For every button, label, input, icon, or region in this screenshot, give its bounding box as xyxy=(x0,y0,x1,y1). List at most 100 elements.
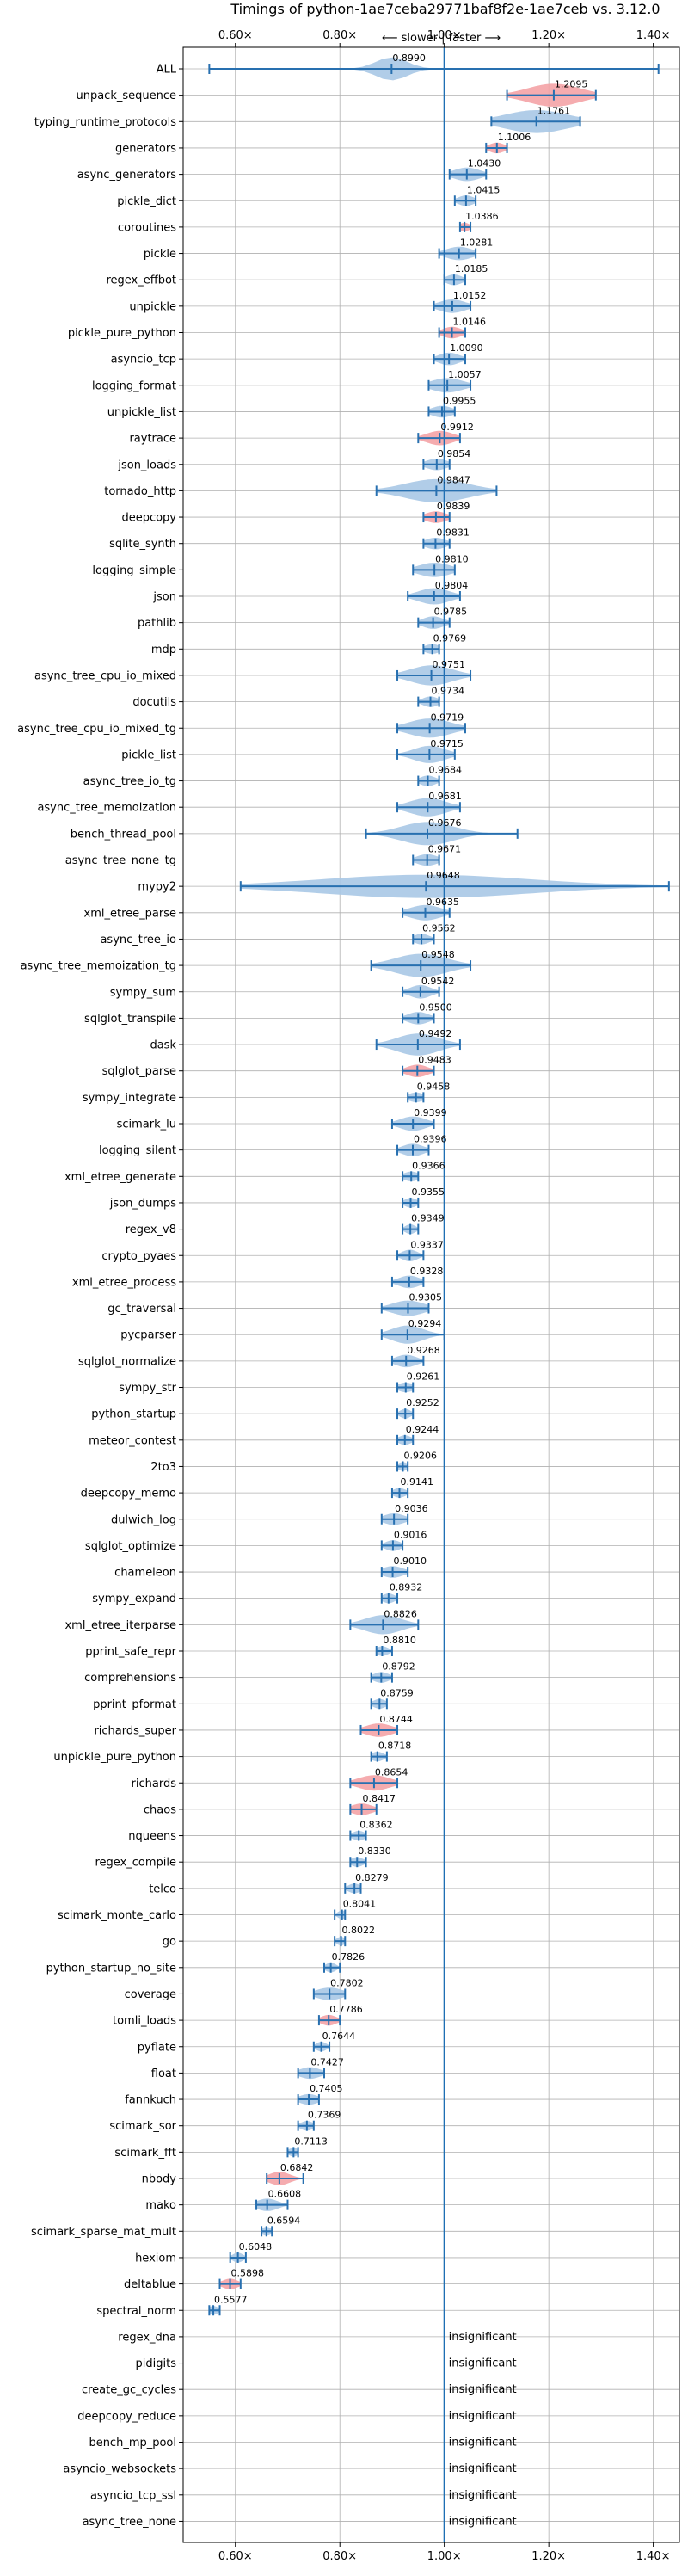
x-tick-label-bottom: 1.00× xyxy=(427,2550,462,2563)
benchmark-label: pickle_list xyxy=(121,749,176,761)
value-label: 0.6842 xyxy=(280,2162,314,2173)
value-label: 0.9542 xyxy=(421,976,454,987)
value-label: 0.9831 xyxy=(436,527,470,539)
benchmark-label: deepcopy xyxy=(121,512,176,525)
value-label: 1.0146 xyxy=(453,317,487,328)
value-label: 0.9648 xyxy=(427,870,459,881)
value-label: 0.7826 xyxy=(332,1951,366,1963)
value-label: 0.9671 xyxy=(428,844,462,855)
benchmark-label: bench_mp_pool xyxy=(89,2437,176,2450)
value-label: 0.9734 xyxy=(432,686,465,697)
value-label: 0.9399 xyxy=(414,1107,447,1119)
benchmark-label: sqlite_synth xyxy=(109,538,176,551)
value-label: 0.7786 xyxy=(329,2004,363,2015)
benchmark-label: coroutines xyxy=(118,221,176,234)
benchmark-label: async_tree_io xyxy=(100,934,176,946)
benchmark-label: meteor_contest xyxy=(89,1434,176,1447)
benchmark-label: bench_thread_pool xyxy=(71,828,176,841)
x-tick-label-top: 0.80× xyxy=(322,29,357,42)
benchmark-label: scimark_monte_carlo xyxy=(58,1909,176,1922)
value-label: 0.9785 xyxy=(434,607,468,618)
benchmark-label: regex_dna xyxy=(118,2331,176,2344)
insignificant-label: insignificant xyxy=(449,2462,517,2475)
benchmark-label: sympy_str xyxy=(119,1382,176,1395)
benchmark-label: pprint_safe_repr xyxy=(85,1646,176,1659)
value-label: 0.9366 xyxy=(412,1160,445,1171)
x-tick-label-bottom: 0.80× xyxy=(322,2550,357,2563)
value-label: 0.9206 xyxy=(403,1450,437,1461)
benchmark-label: mako xyxy=(145,2199,176,2212)
value-label: 0.8810 xyxy=(383,1635,416,1646)
benchmark-label: pathlib xyxy=(138,617,176,630)
value-label: 0.8041 xyxy=(343,1899,377,1910)
benchmark-label: comprehensions xyxy=(84,1672,176,1685)
benchmark-label: async_tree_io_tg xyxy=(83,775,176,788)
benchmark-label: float xyxy=(151,2068,176,2080)
value-label: 0.9337 xyxy=(410,1239,443,1250)
value-label: 0.7644 xyxy=(322,2031,356,2042)
value-label: 0.6048 xyxy=(239,2241,273,2252)
value-label: 0.9684 xyxy=(428,765,461,776)
value-label: 0.9396 xyxy=(414,1134,447,1145)
value-label: 0.7802 xyxy=(330,1977,364,1988)
benchmark-label: docutils xyxy=(132,696,176,709)
benchmark-label: sympy_integrate xyxy=(83,1092,176,1105)
benchmark-label: python_startup xyxy=(91,1408,176,1421)
benchmark-label: mypy2 xyxy=(138,881,176,894)
value-label: 0.9036 xyxy=(395,1503,428,1514)
value-label: 0.9349 xyxy=(411,1213,445,1224)
benchmark-label: json_dumps xyxy=(109,1197,176,1210)
benchmark-label: generators xyxy=(115,142,176,155)
value-label: 1.0185 xyxy=(455,263,488,274)
value-label: 0.8990 xyxy=(392,52,426,64)
benchmark-label: json xyxy=(152,591,176,604)
value-label: 0.9010 xyxy=(394,1556,427,1567)
value-label: 0.9912 xyxy=(440,422,474,433)
x-tick-label-bottom: 1.40× xyxy=(636,2550,671,2563)
value-label: 0.7113 xyxy=(294,2135,328,2147)
benchmark-label: unpickle_pure_python xyxy=(53,1751,176,1764)
benchmark-label: xml_etree_generate xyxy=(64,1171,176,1184)
benchmark-label: nbody xyxy=(142,2173,177,2186)
x-tick-label-top: 0.60× xyxy=(218,29,253,42)
value-label: 0.9839 xyxy=(437,501,470,512)
value-label: 0.6608 xyxy=(268,2189,302,2200)
x-tick-label-bottom: 1.20× xyxy=(531,2550,566,2563)
value-label: 0.8759 xyxy=(380,1687,414,1698)
value-label: 0.7369 xyxy=(308,2110,341,2121)
benchmark-label: chaos xyxy=(144,1803,176,1816)
benchmark-label: deepcopy_memo xyxy=(81,1488,176,1501)
benchmark-label: gc_traversal xyxy=(108,1303,176,1316)
benchmark-label: sqlglot_parse xyxy=(102,1065,176,1078)
value-label: 0.8362 xyxy=(359,1820,393,1831)
value-label: 0.9562 xyxy=(422,922,456,934)
benchmark-label: logging_simple xyxy=(92,564,176,577)
benchmark-label: deepcopy_reduce xyxy=(77,2410,176,2423)
value-label: 0.9268 xyxy=(407,1345,440,1356)
value-label: 0.9483 xyxy=(418,1055,452,1066)
value-label: 1.1006 xyxy=(498,132,531,143)
benchmark-label: chameleon xyxy=(114,1567,176,1580)
benchmark-label: pprint_pformat xyxy=(93,1698,176,1711)
chart-title: Timings of python-1ae7ceba29771baf8f2e-1… xyxy=(230,1,660,17)
value-label: 0.9355 xyxy=(412,1186,445,1198)
value-label: 0.9681 xyxy=(428,791,462,802)
benchmark-label: unpack_sequence xyxy=(76,89,176,102)
benchmark-label: scimark_sparse_mat_mult xyxy=(31,2226,176,2239)
axis-layer: 0.60× 0.60× 0.80× 0.80× 1.00× 1.00× 1.20× 1.20×… xyxy=(17,29,670,2563)
value-label: 0.9492 xyxy=(419,1028,452,1039)
benchmark-label: regex_compile xyxy=(95,1857,176,1870)
value-label: 0.9635 xyxy=(427,897,460,908)
value-label: 1.0386 xyxy=(465,211,499,222)
insignificant-label: insignificant xyxy=(449,2489,517,2502)
benchmark-label: regex_v8 xyxy=(126,1223,176,1236)
value-label: 0.9328 xyxy=(410,1266,443,1277)
benchmark-label: logging_silent xyxy=(99,1144,176,1157)
value-label: 0.7405 xyxy=(310,2083,343,2094)
value-label: 0.5577 xyxy=(214,2294,248,2305)
value-label: 0.6594 xyxy=(267,2215,301,2226)
benchmark-label: async_tree_none_tg xyxy=(65,854,176,867)
value-label: 0.9458 xyxy=(417,1081,451,1092)
